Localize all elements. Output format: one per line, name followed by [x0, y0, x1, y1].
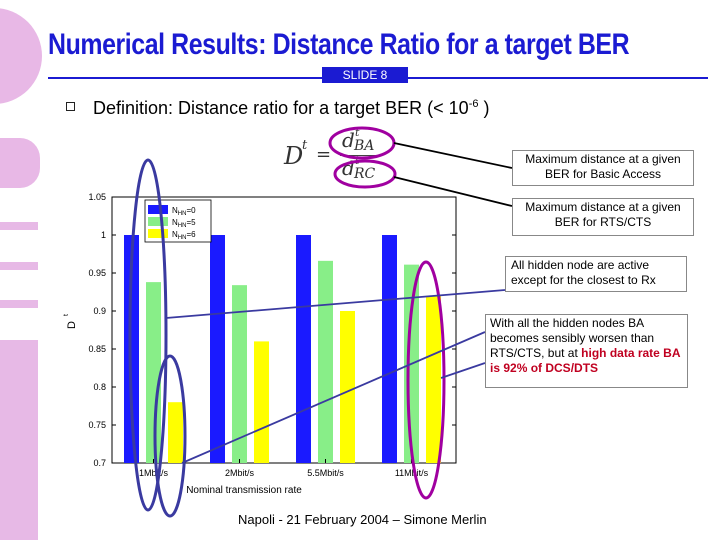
formula-lhs-sup: t — [302, 138, 308, 153]
callout-hidden-active: All hidden node are active except for th… — [505, 256, 687, 292]
y-tick-label: 0.75 — [88, 420, 106, 430]
bar-1-1 — [232, 285, 247, 463]
bullet-icon — [66, 102, 75, 111]
callout-all-hidden-text: With all the hidden nodes BA becomes sen… — [490, 316, 655, 360]
decor-bar — [0, 222, 38, 230]
legend-entry: NHN=6 — [172, 230, 196, 241]
definition-prefix: Definition: Distance ratio for a target … — [93, 98, 469, 118]
decor-bar-tall — [0, 340, 38, 540]
y-tick-label: 0.85 — [88, 344, 106, 354]
callout-high-rate-highlight: high data rate BA is 92% of DCS/DTS — [490, 346, 681, 375]
legend-swatch — [148, 205, 168, 214]
legend-swatch — [148, 217, 168, 226]
x-axis-label: Nominal transmission rate — [186, 485, 302, 496]
y-tick-label: 1.05 — [88, 192, 106, 202]
decor-block — [0, 138, 40, 188]
definition-exponent: -6 — [468, 98, 479, 110]
callout-all-hidden: With all the hidden nodes BA becomes sen… — [485, 314, 688, 388]
bar-1-2 — [254, 341, 269, 463]
footer-text: Napoli - 21 February 2004 – Simone Merli… — [238, 512, 487, 527]
x-tick-label: 2Mbit/s — [225, 468, 255, 478]
legend-entry: NHN=0 — [172, 206, 196, 217]
decor-bar — [0, 300, 38, 308]
x-tick-label: 11Mbit/s — [395, 468, 429, 478]
bar-2-2 — [340, 311, 355, 463]
bar-3-2 — [426, 295, 441, 463]
legend-swatch — [148, 229, 168, 238]
y-tick-label: 0.7 — [93, 458, 106, 468]
bar-0-2 — [168, 402, 183, 463]
formula-equals: = — [316, 144, 332, 165]
slide-number-tab: SLIDE 8 — [322, 67, 408, 83]
y-tick-label: 0.8 — [93, 382, 106, 392]
definition-text: Definition: Distance ratio for a target … — [93, 98, 489, 119]
y-axis-label: D — [66, 321, 78, 329]
y-tick-label: 1 — [101, 230, 106, 240]
bar-3-0 — [382, 235, 397, 463]
x-tick-label: 5.5Mbit/s — [307, 468, 344, 478]
y-tick-label: 0.95 — [88, 268, 106, 278]
definition-suffix: ) — [478, 98, 490, 118]
callout-rts-cts: Maximum distance at a given BER for RTS/… — [512, 198, 694, 236]
bar-0-1 — [146, 282, 161, 463]
bar-2-0 — [296, 235, 311, 463]
bar-1-0 — [210, 235, 225, 463]
bar-3-1 — [404, 264, 419, 463]
slide-title: Numerical Results: Distance Ratio for a … — [48, 28, 630, 61]
legend-entry: NHN=5 — [172, 218, 196, 229]
x-tick-label: 1Mbit/s — [139, 468, 169, 478]
decor-bar — [0, 262, 38, 270]
y-axis-label-sup: t — [63, 314, 70, 316]
y-tick-label: 0.9 — [93, 306, 106, 316]
bar-0-0 — [124, 235, 139, 463]
callout-basic-access: Maximum distance at a given BER for Basi… — [512, 150, 694, 186]
bar-2-1 — [318, 260, 333, 463]
formula-lhs: D — [284, 142, 304, 170]
